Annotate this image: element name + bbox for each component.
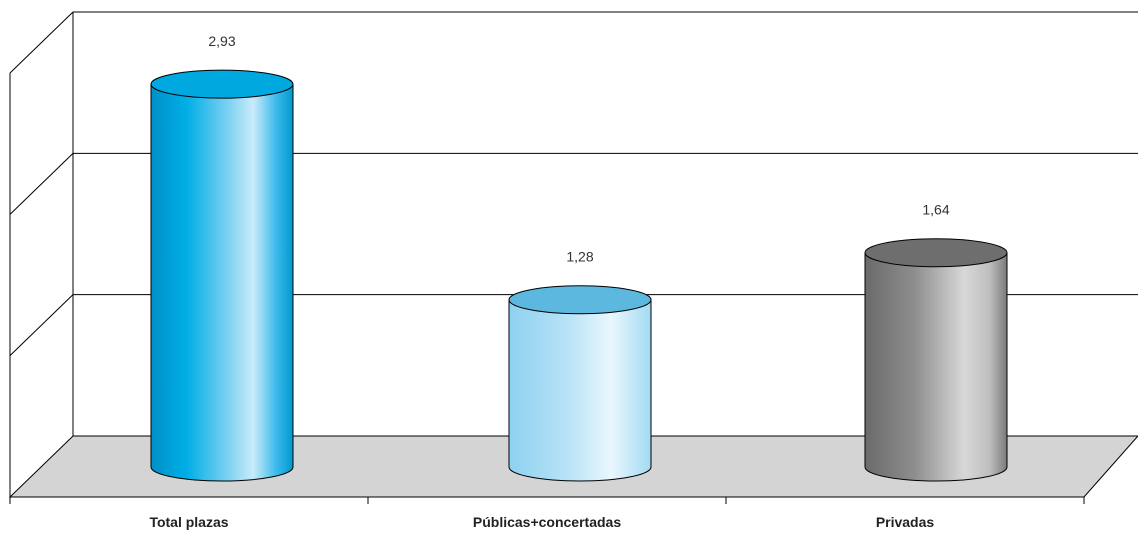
cylinder-body bbox=[150, 83, 294, 482]
bars-group bbox=[150, 69, 1008, 482]
cylinder-bar bbox=[508, 285, 652, 482]
cylinder-bar bbox=[864, 238, 1008, 482]
labels-group: 2,93 Total plazas 1,28 Públicas+concertadas… bbox=[149, 33, 949, 530]
x-tick-label: Total plazas bbox=[149, 514, 228, 530]
cylinder-body bbox=[864, 252, 1008, 482]
cylinder-top bbox=[150, 69, 294, 99]
x-tick-label: Públicas+concertadas bbox=[473, 514, 621, 530]
x-tick-label: Privadas bbox=[876, 514, 935, 530]
cylinder-top bbox=[864, 238, 1008, 268]
data-label: 1,64 bbox=[922, 202, 949, 218]
data-label: 2,93 bbox=[208, 33, 235, 49]
data-label: 1,28 bbox=[566, 249, 593, 265]
side-gridline bbox=[9, 294, 74, 357]
cylinder-bar bbox=[150, 69, 294, 482]
side-gridline bbox=[9, 152, 74, 215]
cylinder-body bbox=[508, 299, 652, 482]
side-gridline bbox=[9, 11, 74, 74]
cylinder-top bbox=[508, 285, 652, 315]
